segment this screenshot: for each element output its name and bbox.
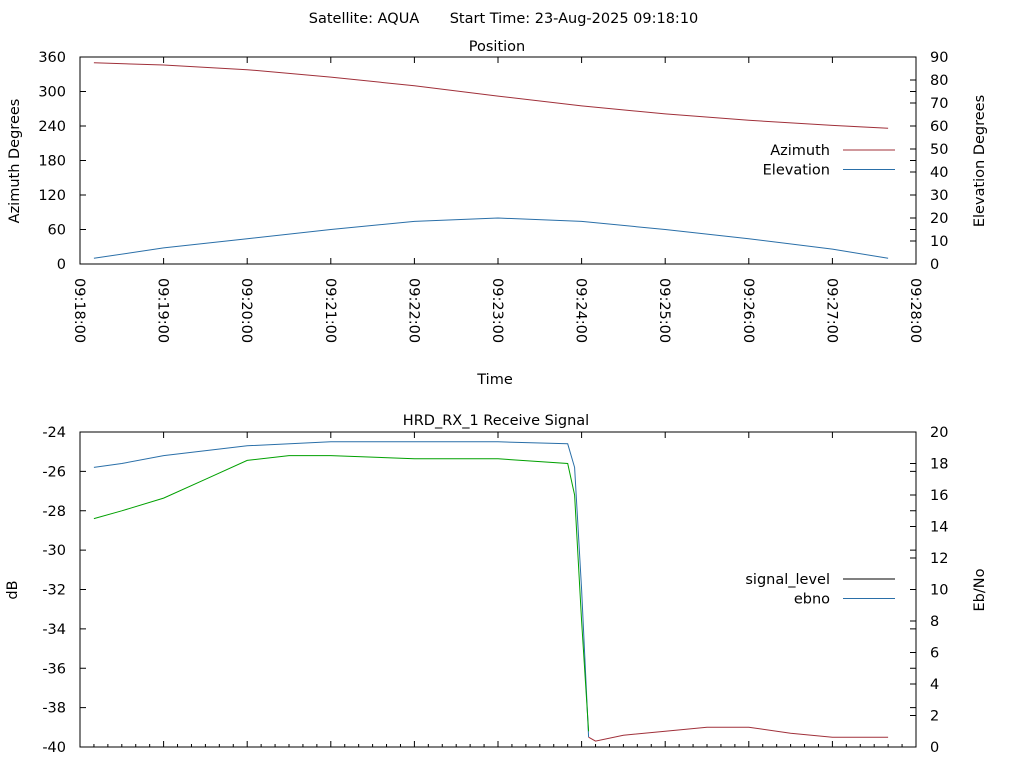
x-tick-label: 09:26:00 [740, 278, 756, 343]
y2-tick-label: 60 [930, 119, 948, 135]
x-tick-label: 09:28:00 [907, 278, 923, 343]
y2-tick-label: 4 [930, 677, 939, 693]
x-tick-label: 09:23:00 [489, 278, 505, 343]
y2-tick-label: 50 [930, 142, 948, 158]
x-tick-label: 09:25:00 [656, 278, 672, 343]
y-tick-label: 60 [48, 223, 66, 239]
y2-tick-label: 16 [930, 488, 948, 504]
y-tick-label: 300 [38, 85, 66, 101]
plot-frame [79, 56, 917, 265]
x-tick-label: 09:24:00 [573, 278, 589, 343]
y2-tick-label: 0 [930, 740, 939, 756]
y2-tick-label: 12 [930, 551, 948, 567]
y-tick-label: -38 [42, 701, 66, 717]
y2-tick-label: 20 [930, 425, 948, 441]
legend-label: Elevation [763, 163, 830, 179]
y2-tick-label: 90 [930, 50, 948, 66]
y-tick-label: -26 [42, 464, 66, 480]
y2-tick-label: 6 [930, 646, 939, 662]
satellite-label: Satellite: AQUA [309, 11, 420, 27]
y-tick-label: 240 [38, 119, 66, 135]
y-tick-label: -32 [42, 583, 66, 599]
y2-tick-label: 20 [930, 211, 948, 227]
legend-label: ebno [794, 592, 830, 608]
x-tick-label: 09:20:00 [238, 278, 254, 343]
y2-axis-label: Elevation Degrees [972, 95, 988, 227]
x-tick-label: 09:21:00 [322, 278, 338, 343]
y-tick-label: -24 [42, 425, 66, 441]
y-tick-label: -28 [42, 504, 66, 520]
series-line-signal_level [93, 441, 590, 738]
series-line-Azimuth [93, 62, 889, 129]
y-axis-label: dB [5, 580, 21, 599]
y-axis-label: Azimuth Degrees [7, 99, 23, 224]
legend-label: signal_level [745, 572, 830, 588]
y-tick-label: -40 [42, 740, 66, 756]
y2-tick-label: 10 [930, 234, 948, 250]
y2-tick-label: 14 [930, 520, 948, 536]
y2-tick-label: 0 [930, 257, 939, 273]
start-time-label: Start Time: 23-Aug-2025 09:18:10 [450, 11, 699, 27]
position-chart: Position Time Azimuth Degrees Elevation … [7, 39, 988, 388]
y2-tick-label: 8 [930, 614, 939, 630]
series-line-signal_level [588, 726, 889, 742]
y2-axis-label: Eb/No [972, 568, 988, 611]
y-tick-label: -36 [42, 661, 66, 677]
x-tick-label: 09:22:00 [405, 278, 421, 343]
chart-title: HRD_RX_1 Receive Signal [403, 413, 589, 429]
y2-tick-label: 10 [930, 583, 948, 599]
y-tick-label: 120 [38, 188, 66, 204]
legend-label: Azimuth [770, 143, 830, 159]
y2-tick-label: 2 [930, 709, 939, 725]
y-tick-label: -30 [42, 543, 66, 559]
x-axis-label: Time [476, 372, 513, 388]
y-tick-label: 360 [38, 50, 66, 66]
y2-tick-label: 70 [930, 96, 948, 112]
receive-signal-chart: HRD_RX_1 Receive Signal dB Eb/No -40 -38 -… [5, 413, 988, 756]
y-tick-label: 0 [57, 257, 66, 273]
y-tick-label: 180 [38, 154, 66, 170]
y2-tick-label: 80 [930, 73, 948, 89]
x-tick-label: 09:27:00 [823, 278, 839, 343]
chart-title: Position [469, 39, 525, 55]
y-tick-label: -34 [42, 622, 66, 638]
series-line-ebno [93, 455, 590, 732]
y2-tick-label: 40 [930, 165, 948, 181]
x-tick-label: 09:18:00 [71, 278, 87, 343]
y2-tick-label: 30 [930, 188, 948, 204]
series-line-Elevation [93, 217, 889, 259]
y2-tick-label: 18 [930, 457, 948, 473]
x-tick-label: 09:19:00 [155, 278, 171, 343]
